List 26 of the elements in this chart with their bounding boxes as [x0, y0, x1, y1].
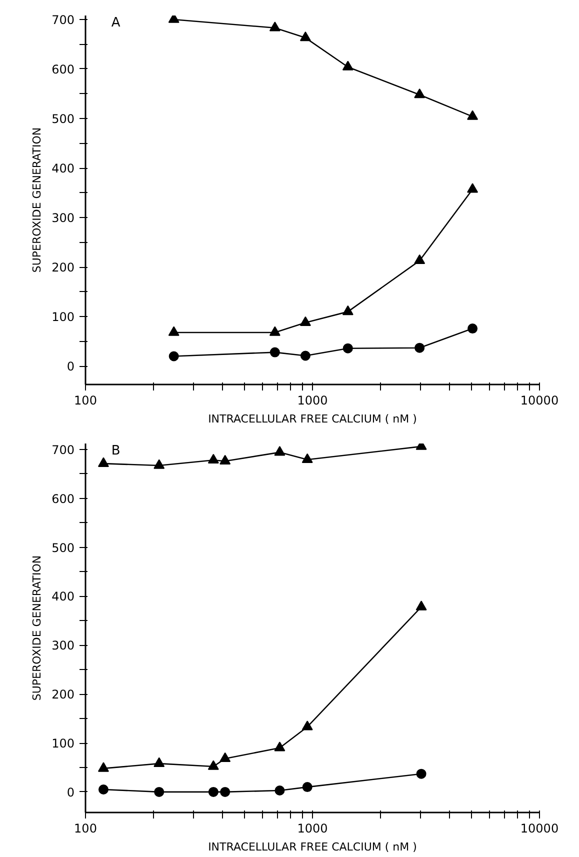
y-tick-label: 200	[52, 688, 74, 702]
x-axis-title: INTRACELLULAR FREE CALCIUM ( nM )	[208, 840, 417, 854]
y-tick-label: 700	[52, 442, 74, 457]
y-tick-label: 400	[52, 590, 74, 604]
y-tick-label: 500	[52, 112, 74, 126]
y-tick-label: 200	[52, 260, 74, 275]
x-axis-title: INTRACELLULAR FREE CALCIUM ( nM )	[208, 412, 417, 426]
y-axis-title: SUPEROXIDE GENERATION	[30, 555, 44, 701]
y-tick-label: 0	[66, 785, 75, 800]
y-tick-label: 700	[52, 12, 74, 27]
y-tick-label: 600	[52, 62, 74, 76]
chart-title: B	[111, 444, 120, 458]
y-tick-label: 300	[52, 211, 74, 226]
y-tick-label: 400	[52, 162, 74, 176]
x-tick-label: 10000	[520, 394, 559, 408]
y-tick-label: 600	[52, 492, 74, 506]
y-tick-label: 100	[52, 736, 74, 751]
y-axis-title: SUPEROXIDE GENERATION	[30, 127, 44, 273]
chart-title: A	[111, 16, 120, 30]
y-tick-label: 500	[52, 540, 74, 555]
x-tick-label: 10000	[520, 822, 559, 836]
y-tick-label: 0	[66, 360, 75, 374]
x-tick-label: 1000	[297, 822, 328, 836]
x-tick-label: 1000	[297, 394, 328, 408]
y-tick-label: 100	[52, 310, 74, 324]
y-tick-label: 300	[52, 638, 74, 653]
